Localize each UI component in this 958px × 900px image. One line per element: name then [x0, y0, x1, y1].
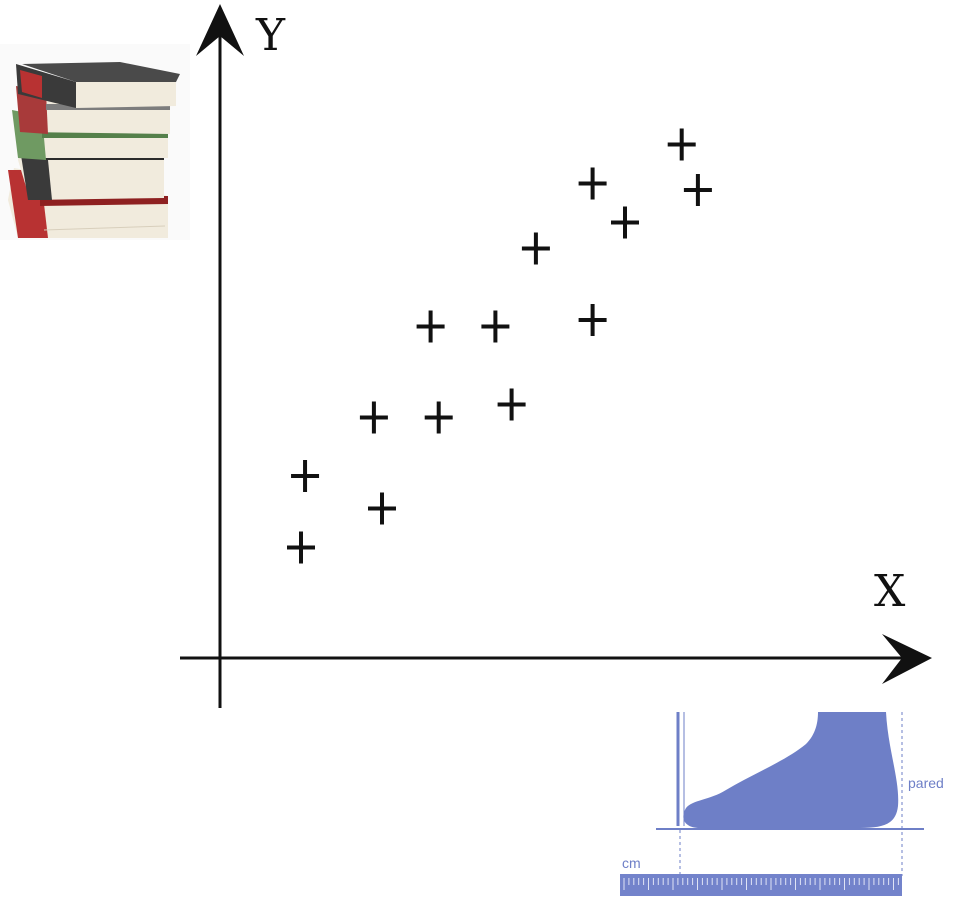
scatter-point-8 [497, 388, 526, 421]
y-axis-arrow [196, 4, 244, 56]
x-axis-label: X [874, 566, 906, 617]
scatter-point-3 [368, 492, 396, 525]
scatter-point-2 [291, 460, 320, 492]
x-axis-arrow [882, 634, 932, 684]
books-illustration [0, 44, 190, 240]
ruler-unit-label: cm [622, 855, 641, 871]
scatter-point-11 [578, 167, 607, 200]
scatter-point-7 [481, 310, 510, 343]
ruler-ticks [623, 878, 899, 890]
foot-diagram: pared cm [620, 712, 944, 896]
y-axis-label: Y [255, 10, 286, 61]
scatter-point-4 [359, 401, 388, 434]
scatter-point-9 [521, 232, 550, 265]
scatter-point-6 [416, 310, 445, 343]
scatter-point-5 [424, 401, 453, 434]
scatter-point-1 [287, 531, 315, 564]
axes: Y X [180, 4, 932, 708]
scatter-point-10 [578, 304, 607, 336]
wall-label: pared [908, 775, 944, 791]
book-dark-top [16, 62, 180, 108]
scatter-point-12 [611, 206, 639, 239]
scatter-point-14 [683, 174, 712, 206]
scatter-markers [287, 128, 712, 564]
scatter-point-13 [667, 128, 696, 161]
foot-shape [683, 712, 899, 828]
